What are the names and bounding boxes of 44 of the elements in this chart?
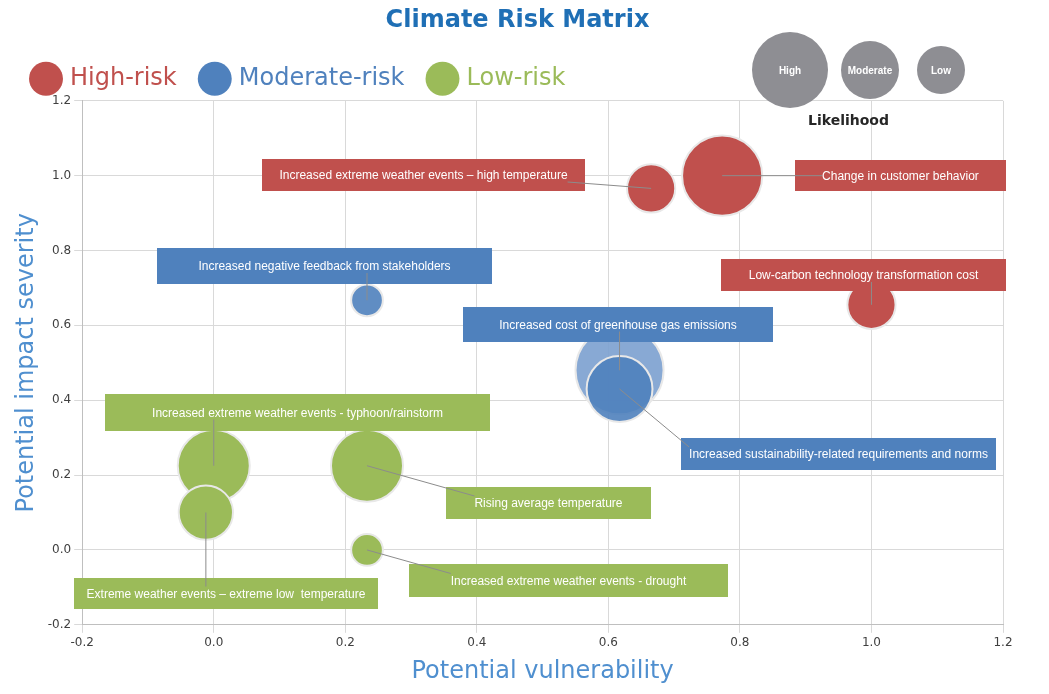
annotation: Increased sustainability-related requirements and norms <box>689 447 988 461</box>
label-box: Increased extreme weather events - drought <box>409 564 728 597</box>
legend-label: Moderate-risk <box>238 63 405 92</box>
x-tick-label: 1.2 <box>993 635 1013 650</box>
annotation: Rising average temperature <box>474 496 623 510</box>
y-tick-label: 0.0 <box>52 542 72 557</box>
label-box: Increased extreme weather events – high temperature <box>262 159 585 191</box>
label-box: Increased negative feedback from stakeholders <box>157 248 492 284</box>
annotation: Increased extreme weather events – high temperature <box>279 168 568 182</box>
x-tick-label: 1.0 <box>861 635 882 650</box>
y-tick-label: 0.2 <box>52 467 72 482</box>
y-tick-label: 0.8 <box>52 242 72 257</box>
label-box: Extreme weather events – extreme low temperature <box>74 578 378 609</box>
label-box: Increased cost of greenhouse gas emissions <box>463 307 773 342</box>
size-key: High Moderate Low Likelihood <box>748 28 978 134</box>
annotation: Increased negative feedback from stakeholders <box>198 259 451 273</box>
y-tick-label: 1.0 <box>52 167 72 182</box>
annotation: Likelihood <box>808 112 889 128</box>
annotation: Increased extreme weather events - drought <box>450 573 687 588</box>
y-tick-label: -0.2 <box>47 616 72 631</box>
y-tick-label: 0.4 <box>52 392 72 407</box>
label-box: Increased extreme weather events - typhoon/rainstorm <box>105 394 490 431</box>
legend-label: Low-risk <box>466 63 566 92</box>
x-axis-title: Potential vulnerability <box>411 655 674 684</box>
annotation: Extreme weather events – extreme low temperature <box>86 586 366 601</box>
x-tick-label: 0.4 <box>467 635 487 650</box>
chart-title: Climate Risk Matrix <box>385 4 650 33</box>
y-tick-label: 0.6 <box>52 317 72 332</box>
label-box: Low-carbon technology transformation cost <box>721 259 1006 291</box>
x-tick-label: 0.6 <box>598 635 618 650</box>
x-tick-label: 0.2 <box>335 635 355 650</box>
legend-label: High-risk <box>70 63 177 92</box>
annotation: Increased cost of greenhouse gas emissions <box>499 317 737 332</box>
x-tick-label: 0.8 <box>730 635 750 650</box>
y-axis-title: Potential impact severity <box>10 213 39 513</box>
annotation: Low-carbon technology transformation cost <box>748 268 979 282</box>
y-tick-label: 1.2 <box>52 92 72 107</box>
label-box: Change in customer behavior <box>795 160 1006 191</box>
x-tick-label: 0.0 <box>204 635 224 650</box>
label-box: Increased sustainability-related requirements and norms <box>681 438 996 470</box>
annotation: Increased extreme weather events - typhoon/rainstorm <box>152 405 443 420</box>
label-box: Rising average temperature <box>446 487 651 519</box>
annotation: Change in customer behavior <box>822 168 979 183</box>
x-tick-label: -0.2 <box>70 635 94 650</box>
